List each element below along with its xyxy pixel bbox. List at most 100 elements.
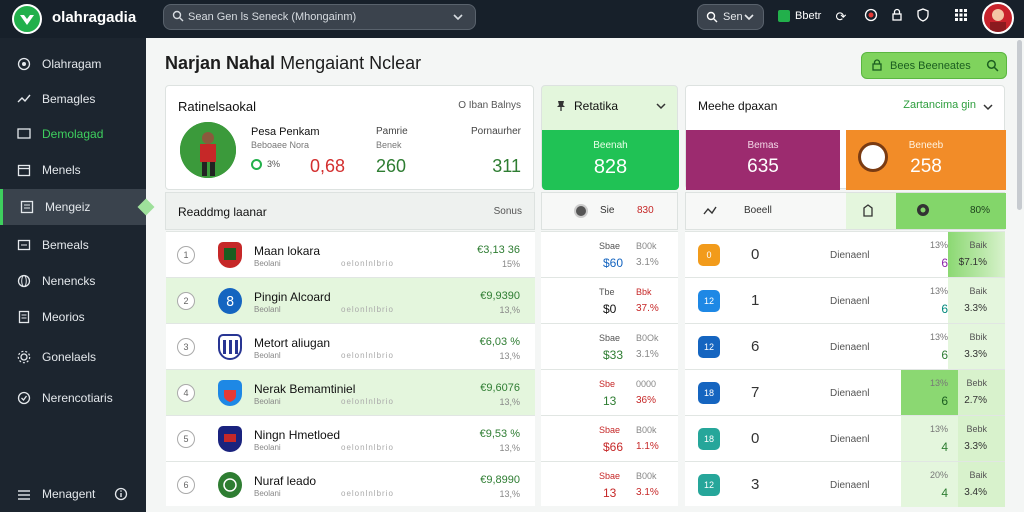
search-icon — [172, 10, 184, 25]
list-item[interactable]: Sbae B00k $66 1.1% — [541, 415, 678, 461]
sidebar-item-olahragam[interactable]: Olahragam — [0, 46, 146, 82]
row-code-badge: 12 — [698, 290, 720, 312]
list-item[interactable]: 12 3 Dienaenl 20% Baik 4 3.4% — [685, 461, 1005, 507]
list-item[interactable]: Tbe Bbk $0 37.% — [541, 277, 678, 323]
lock-icon[interactable] — [888, 8, 906, 26]
sidebar-item-mengeiz[interactable]: Mengeiz — [0, 189, 155, 225]
shield-icon[interactable] — [914, 8, 932, 26]
apps-grid-icon[interactable] — [952, 8, 970, 26]
notification-icon[interactable] — [862, 8, 880, 26]
lock-icon — [871, 59, 883, 74]
row-small-label: Bebk — [966, 424, 987, 434]
live-label[interactable]: Bbetr — [795, 10, 822, 22]
row-highlight — [901, 232, 1005, 277]
rank-number: 4 — [177, 384, 195, 402]
list-item[interactable]: Sbae B00k 13 3.1% — [541, 461, 678, 506]
row-label: Dienaenl — [830, 480, 870, 491]
primary-action-button[interactable]: Bees Beeneates — [861, 52, 1007, 79]
row-highlight — [901, 278, 1005, 323]
list-item[interactable]: Sbae B0Ok $33 3.1% — [541, 323, 678, 369]
chevron-down-icon[interactable] — [451, 10, 465, 27]
row-number: 0 — [751, 430, 760, 447]
user-avatar[interactable] — [982, 2, 1014, 34]
team-name: Pingin Alcoard — [254, 290, 331, 304]
team-name: Maan lokara — [254, 244, 321, 258]
sidebar-item-label: Nenencks — [42, 274, 96, 288]
stat-label-b: B00k — [636, 471, 657, 481]
match-dropdown[interactable]: Zartancima gin — [903, 99, 976, 111]
profile-card-link[interactable]: O Iban Balnys — [458, 100, 521, 111]
settings-icon — [17, 350, 31, 364]
rank-number: 6 — [177, 476, 195, 494]
chevron-down-icon[interactable] — [982, 100, 994, 118]
sidebar-item-nenencks[interactable]: Nenencks — [0, 263, 146, 299]
sidebar-footer-item[interactable]: Menagent — [0, 476, 146, 512]
chevron-down-icon — [743, 10, 755, 27]
stat-tile-value: 258 — [910, 156, 942, 177]
row-small-label: Baik — [969, 286, 987, 296]
list-item[interactable]: 18 0 Dienaenl 13% Bebk 4 3.3% — [685, 415, 1005, 461]
table-row[interactable]: 2 8 Pingin Alcoard Beolanl oelonlnlbrio … — [166, 277, 535, 323]
team-crest-icon — [218, 426, 242, 452]
list-item[interactable]: 0 0 Dienaenl 13% Baik 6 $7.1% — [685, 231, 1005, 277]
list-item[interactable]: 12 6 Dienaenl 13% Bbik 6 3.3% — [685, 323, 1005, 369]
team-percent: 13,% — [499, 397, 520, 407]
list-item[interactable]: 18 7 Dienaenl 13% Bebk 6 2.7% — [685, 369, 1005, 415]
list-item[interactable]: 12 1 Dienaenl 13% Baik 6 3.3% — [685, 277, 1005, 323]
player-name: Pesa Penkam — [251, 126, 320, 138]
search-input[interactable]: Sean Gen ls Seneck (Mhongainm) — [163, 4, 476, 30]
info-icon[interactable] — [114, 487, 128, 504]
sidebar-item-gonelaels[interactable]: Gonelaels — [0, 339, 146, 375]
team-crest-icon — [218, 242, 242, 268]
sidebar-item-demolagad[interactable]: Demolagad — [0, 116, 146, 152]
table-row[interactable]: 5 Ningn Hmetloed Beolani oelonlnlbrio €9… — [166, 415, 535, 461]
stats-highlight: Beenah 828 — [542, 130, 679, 190]
table-row[interactable]: 3 Metort aliugan Beolanl oelonlnlbrio €6… — [166, 323, 535, 369]
table-row[interactable]: 6 Nuraf leado Beolani oelonlnlbrio €9,89… — [166, 461, 535, 506]
sidebar-item-label: Demolagad — [42, 127, 104, 141]
sidebar-item-meorios[interactable]: Meorios — [0, 299, 146, 335]
row-number: 1 — [751, 292, 760, 309]
search-button[interactable]: Sen — [697, 4, 764, 30]
profile-col2-sub: Benek — [376, 140, 402, 150]
table-row[interactable]: 4 Nerak Bemamtiniel Beolani oelonlnlbrio… — [166, 369, 535, 415]
team-sub: Beolanl — [254, 351, 281, 360]
team-value: €9,8990 — [480, 474, 520, 486]
stat-tile-value: 635 — [747, 156, 779, 177]
stat-percent: 3.1% — [636, 487, 659, 498]
row-label: Dienaenl — [830, 250, 870, 261]
row-label: Dienaenl — [830, 388, 870, 399]
sidebar-item-label: Menels — [42, 163, 81, 177]
row-small-percent: 13% — [929, 332, 948, 342]
chevron-down-icon[interactable] — [655, 99, 667, 117]
stat-tile-orange[interactable]: Beneeb 258 — [846, 130, 1006, 190]
sidebar-item-bemagles[interactable]: Bemagles — [0, 81, 146, 117]
sidebar-item-bemeals[interactable]: Bemeals — [0, 227, 146, 263]
calendar-icon — [17, 163, 31, 177]
ranking-link[interactable]: Sonus — [493, 206, 522, 217]
stat-percent: 36% — [636, 395, 657, 406]
svg-text:8: 8 — [226, 295, 234, 310]
sidebar-item-menels[interactable]: Menels — [0, 152, 146, 188]
pin-icon — [555, 99, 567, 117]
stat-value: 13 — [603, 394, 617, 408]
scrollbar[interactable] — [1017, 40, 1022, 210]
list-item[interactable]: Sbe 0000 13 36% — [541, 369, 678, 415]
stat-tile-purple[interactable]: Bemas 635 — [686, 130, 840, 190]
sidebar-item-label: Meorios — [42, 310, 85, 324]
profile-col2-label: Pamrie — [376, 126, 408, 137]
profile-col3-label: Pornaurher — [470, 126, 521, 137]
list-item[interactable]: Sbae B00k $60 3.1% — [541, 231, 678, 277]
table-row[interactable]: 1 Maan lokara Beolani oelonlnlbrio €3,13… — [166, 231, 535, 277]
row-code-badge: 18 — [698, 428, 720, 450]
sidebar-item-nerencotiaris[interactable]: Nerencotiaris — [0, 380, 146, 416]
refresh-icon[interactable]: ⟳ — [835, 9, 847, 24]
row-label: Dienaenl — [830, 434, 870, 445]
stat-label-a: Sbae — [599, 333, 621, 343]
list-icon — [20, 200, 34, 214]
match-subheader: Boeell 80% — [685, 192, 1006, 230]
stat-label-a: Sbe — [599, 379, 616, 389]
app-logo[interactable] — [12, 4, 42, 34]
team-meta: oelonlnlbrio — [341, 259, 394, 268]
row-highlight — [901, 462, 1005, 507]
